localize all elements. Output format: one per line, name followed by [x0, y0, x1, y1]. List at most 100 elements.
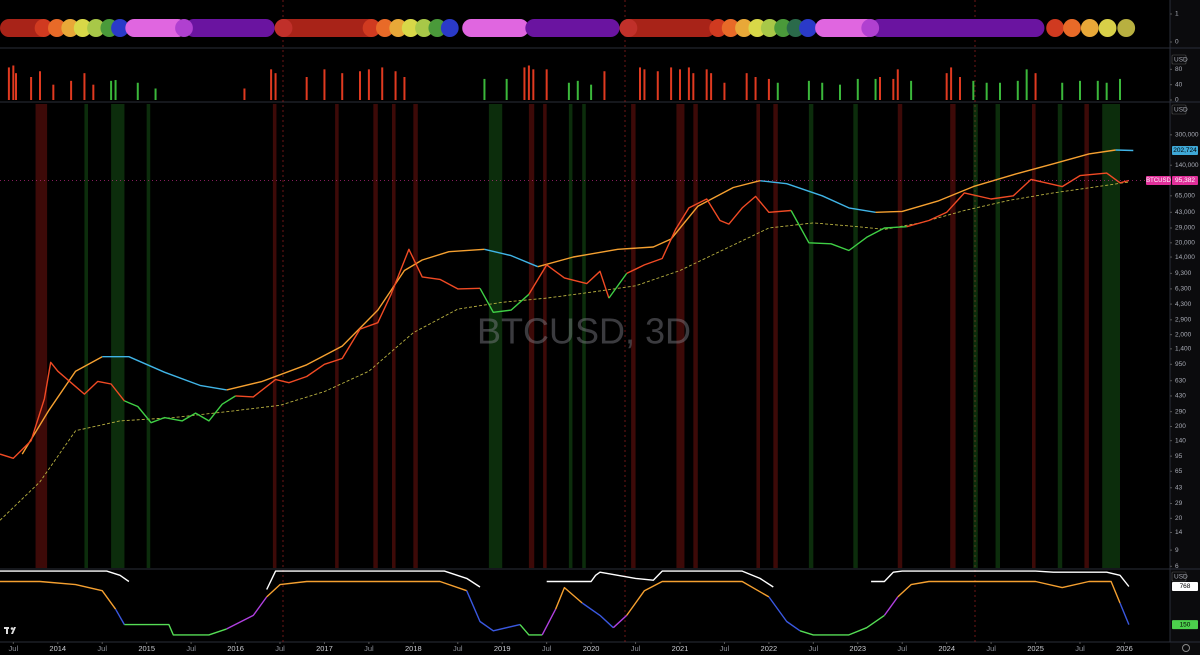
y-tick-label: 0 — [1175, 97, 1179, 104]
volume-bar — [403, 77, 406, 100]
series-line — [0, 570, 130, 583]
x-tick-label: 2022 — [761, 644, 778, 653]
volume-bar — [679, 69, 681, 100]
x-tick-label: Jul — [720, 644, 730, 653]
signal-band — [146, 104, 151, 568]
volume-bar — [776, 82, 779, 100]
x-tick-label: Jul — [809, 644, 819, 653]
volume-bar — [270, 69, 273, 100]
y-tick-label: 20 — [1175, 515, 1183, 522]
series-line — [875, 149, 1116, 213]
volume-bar — [1079, 80, 1081, 100]
volume-bar — [874, 78, 877, 100]
signal-band — [84, 104, 88, 568]
volume-bar — [323, 69, 326, 100]
unit-box — [1171, 571, 1187, 582]
y-tick-label: 9,300 — [1175, 270, 1192, 277]
logo-part — [6, 627, 8, 634]
series-line — [626, 580, 770, 616]
volume-bar — [807, 80, 810, 100]
series-line — [541, 608, 557, 636]
volume-bar — [972, 80, 975, 100]
y-tick-label: 2,000 — [1175, 331, 1192, 338]
volume-bar — [985, 82, 988, 100]
signal-band — [808, 104, 814, 568]
volume-bar — [394, 71, 397, 100]
volume-bar — [590, 84, 593, 100]
volume-bar — [705, 69, 708, 100]
signal-band — [973, 104, 978, 568]
volume-bar — [15, 73, 17, 100]
volume-bar — [745, 73, 748, 100]
series-line — [1115, 149, 1134, 152]
y-tick-label: 95 — [1175, 453, 1183, 460]
unit-label: USD — [1174, 57, 1188, 64]
x-tick-label: 2018 — [405, 644, 422, 653]
series-line — [897, 580, 1121, 604]
volume-bar — [950, 67, 953, 100]
volume-bar — [359, 71, 361, 100]
signal-segment — [799, 19, 817, 37]
settings-icon[interactable] — [1182, 644, 1190, 652]
volume-bar — [821, 82, 824, 100]
price-badge — [1172, 176, 1198, 186]
x-tick-label: 2016 — [227, 644, 244, 653]
y-tick-label: 140 — [1175, 437, 1186, 444]
series-line — [799, 614, 885, 636]
volume-bar — [1119, 78, 1121, 100]
signal-segment — [111, 19, 129, 37]
y-tick-label: 200 — [1175, 423, 1186, 430]
volume-bar — [945, 73, 948, 100]
volume-bar — [656, 71, 659, 100]
y-tick-label: 1 — [1175, 11, 1179, 18]
price-badge — [1172, 145, 1198, 155]
series-line — [0, 580, 117, 610]
x-tick-label: 2023 — [849, 644, 866, 653]
signal-segment — [389, 19, 408, 37]
volume-bar — [839, 84, 841, 100]
signal-segment — [861, 19, 880, 37]
signal-segment — [735, 19, 753, 37]
series-line — [768, 596, 801, 632]
signal-segment — [428, 19, 447, 37]
volume-bar — [243, 88, 246, 100]
volume-bar — [7, 67, 10, 100]
volume-bar — [1016, 80, 1019, 100]
volume-bar — [83, 73, 86, 100]
x-tick-label: Jul — [97, 644, 107, 653]
signal-band — [676, 104, 685, 568]
volume-bar — [341, 73, 344, 100]
series-line — [0, 361, 125, 459]
signal-band — [543, 104, 547, 568]
volume-bar — [1061, 82, 1064, 100]
volume-bar — [483, 78, 486, 100]
signal-band — [1102, 104, 1120, 568]
y-tick-label: 20,000 — [1175, 240, 1195, 247]
series-line — [519, 624, 543, 636]
symbol-badge — [1146, 176, 1171, 186]
signal-segment — [184, 19, 275, 37]
series-line — [546, 570, 774, 588]
x-tick-label: Jul — [631, 644, 641, 653]
signal-segment — [73, 19, 92, 37]
x-tick-label: 2017 — [316, 644, 333, 653]
signal-segment — [274, 19, 378, 37]
x-tick-label: 2021 — [672, 644, 689, 653]
series-line — [759, 180, 876, 213]
signal-segment — [87, 19, 105, 37]
x-tick-label: Jul — [453, 644, 463, 653]
x-tick-label: 2025 — [1027, 644, 1044, 653]
watermark-title: BTCUSD, 3D — [477, 311, 691, 352]
series-line — [266, 570, 481, 590]
y-tick-label: 430 — [1175, 393, 1186, 400]
volume-bar — [603, 71, 606, 100]
series-line — [554, 586, 583, 610]
signal-segment — [462, 19, 529, 37]
y-tick-label: 14,000 — [1175, 254, 1195, 261]
volume-bar — [910, 80, 913, 100]
volume-bar — [959, 77, 961, 100]
signal-band — [582, 104, 586, 568]
series-line — [102, 356, 227, 391]
unit-box — [1171, 54, 1187, 65]
